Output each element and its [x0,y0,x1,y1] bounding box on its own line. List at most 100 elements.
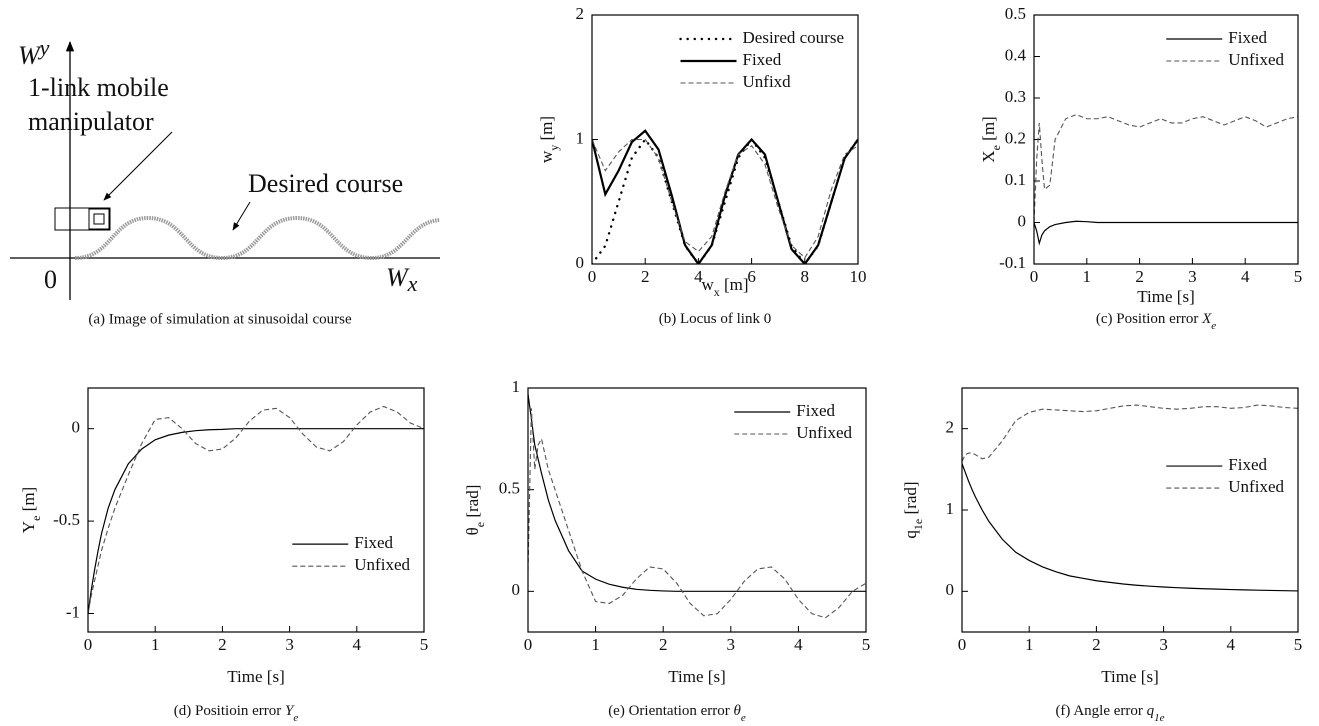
x-tick-label: 2 [659,635,668,654]
x-axis-label-part: Time [s] [668,667,725,686]
diagram: Wy 1-link mobile manipulator Desired cou… [10,35,441,327]
legend: Fixed Unfixed [292,533,410,574]
x-tick-label: 5 [1294,267,1303,286]
robot-joint [93,213,105,225]
x-tick-label: 1 [1083,267,1092,286]
caption: (b) Locus of link 0 [659,311,771,327]
x-tick-label: 1 [1025,635,1034,654]
y-axis-label-part: [rad] [901,481,920,518]
x-axis-label-part: Time [s] [1101,667,1158,686]
legend-label: Fixed [1228,28,1267,47]
plot-area [88,405,424,614]
y-tick-label: -1 [66,602,80,621]
caption-part: θ [734,703,742,719]
legend-label: Unfixd [743,72,792,91]
x-axis-label-part: [m] [720,275,749,294]
robot-arrow [103,131,173,201]
y-tick-label: 1 [512,377,521,396]
desired-course [74,215,441,261]
x-tick-label: 0 [1030,267,1039,286]
caption-part: q [1147,703,1155,719]
legend: Desired course Fixed Unfixd [679,28,845,91]
plot-area [962,404,1298,592]
y-axis-label: q1e [rad] [901,481,925,538]
y-axis-label-part: [rad] [463,485,482,522]
y-axis-label-part: e [29,516,43,521]
y-axis-label-part: e [989,145,1003,150]
legend: Fixed Unfixed [1166,455,1284,496]
x-tick-label: 0 [84,635,93,654]
legend-label: Desired course [743,28,845,47]
y-axis-label-part: e [473,522,487,527]
x-tick-label: 6 [747,267,756,286]
x-axis-label-part: x [714,285,720,299]
caption-part: e [741,712,746,724]
y-tick-label: 0.5 [1005,4,1026,23]
caption: (e) Orientation error θe [608,703,746,723]
x-axis-label: Time [s] [1137,287,1194,306]
series-line [962,463,1298,592]
x-tick-label: 5 [862,635,871,654]
series-line [1034,220,1298,246]
x-tick-label: 5 [1294,635,1303,654]
y-axis-label-part: [m] [537,116,556,145]
caption-part: Y [285,703,295,719]
robot-link [88,208,110,230]
axis-y-sub: y [38,35,50,60]
robot-label: manipulator [28,107,154,136]
series-line [1034,114,1298,223]
legend: Fixed Unfixed [734,401,852,442]
x-tick-label: 1 [591,635,600,654]
caption-part: (b) Locus of link 0 [659,311,771,327]
course-arrow [232,201,251,231]
x-tick-label: 3 [285,635,294,654]
y-axis-label-part: 1e [911,519,925,530]
y-axis-label-part: y [547,145,561,151]
x-tick-label: 0 [588,267,597,286]
y-tick-label: 0.4 [1005,45,1027,64]
x-tick-label: 2 [641,267,650,286]
series-line [88,428,424,614]
chart-panel: 0 1 2 3 4 5 -1 -0.5 0 Fixed Unfixed Time [s] Ye [m] (… [19,387,429,724]
y-tick-label: -0.5 [53,510,80,529]
x-axis-label: Time [s] [668,667,725,686]
y-tick-label: 0 [946,580,955,599]
course-label: Desired course [248,169,403,198]
caption-part: X [1201,311,1212,327]
plot-area [1034,114,1298,246]
y-tick-label: 0 [72,418,81,437]
x-axis-label: wx [m] [701,275,748,299]
y-axis-label-part: θ [463,527,482,535]
x-tick-label: 5 [420,635,429,654]
x-tick-label: 0 [524,635,533,654]
legend-label: Fixed [743,50,782,69]
x-tick-label: 3 [1159,635,1168,654]
series-line [592,129,858,264]
caption-part: e [293,712,298,724]
caption-part: (d) Positioin error [174,703,285,719]
plot-frame [87,387,425,633]
caption-part: 1e [1154,712,1165,724]
axis-x-sub: x [407,271,418,296]
legend-label: Unfixed [1228,477,1284,496]
y-tick-label: -0.1 [999,253,1026,272]
caption: (d) Positioin error Ye [174,703,299,723]
caption-part: (e) Orientation error [608,703,733,719]
x-axis-label-part: Time [s] [227,667,284,686]
x-tick-label: 4 [1227,635,1236,654]
legend-label: Unfixed [796,423,852,442]
y-tick-label: 0.5 [499,479,520,498]
x-tick-label: 8 [801,267,810,286]
y-tick-label: 0.1 [1005,170,1026,189]
caption: (a) Image of simulation at sinusoidal co… [88,311,352,327]
legend-label: Unfixed [354,555,410,574]
robot-body [54,207,111,231]
x-axis-label-part: Time [s] [1137,287,1194,306]
series-line [528,408,866,619]
plot-frame [961,387,1299,633]
y-axis-label-part: X [979,150,998,162]
y-axis-label: wy [m] [537,116,561,163]
plot-area [528,394,866,619]
